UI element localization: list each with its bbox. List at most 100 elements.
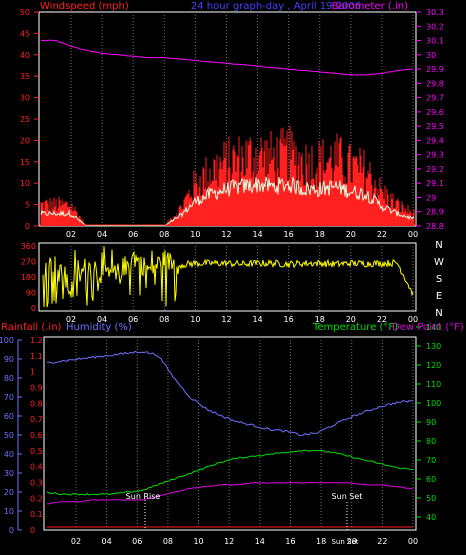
- x-tick-label: 16: [284, 230, 294, 239]
- x-tick-label: 10: [193, 537, 203, 546]
- temperature-line: [46, 449, 414, 496]
- rain-tick-label: 0.6: [30, 431, 43, 440]
- baro-tick-label: 29.7: [426, 94, 444, 103]
- direction-tick-label: 180: [21, 273, 36, 282]
- humidity-tick-label: 80: [4, 374, 14, 383]
- temp-tick-label: 90: [426, 418, 436, 427]
- wind-tick-label: 5: [25, 201, 30, 210]
- rain-axis-ticks: 0 0.1 0.2 0.3 0.4 0.5 0.6 0.7 0.8 0.9 1 1.1 1.2: [30, 336, 43, 535]
- humidity-series: [47, 350, 414, 437]
- rain-tick-label: 0.3: [30, 479, 43, 488]
- humidity-tick-label: 0: [9, 526, 14, 535]
- compass-s-label: S: [436, 274, 442, 285]
- temp-axis-ticks: 40 50 60 70 80 90 100 110 120 130 140: [416, 323, 441, 522]
- humidity-tick-label: 70: [4, 393, 14, 402]
- baro-tick-label: 30.2: [426, 22, 444, 31]
- x-tick-label: 18: [315, 315, 325, 324]
- temperature-series: [46, 449, 414, 496]
- humidity-tick-label: 20: [4, 488, 14, 497]
- baro-series: [40, 39, 414, 76]
- x-tick-label: 14: [252, 315, 262, 324]
- sunset-axis-label: Sun Set: [331, 538, 358, 546]
- wind-baro-x-ticks: 02 04 06 08 10 12 14 16 18 20 22 00: [66, 230, 418, 239]
- wind-tick-label: 45: [20, 29, 30, 38]
- rain-tick-label: 0.8: [30, 399, 43, 408]
- rain-tick-label: 0.1: [30, 510, 43, 519]
- humidity-tick-label: 50: [4, 431, 14, 440]
- direction-tick-label: 90: [26, 289, 36, 298]
- wind-tick-label: 25: [20, 115, 30, 124]
- x-tick-label: 22: [377, 315, 387, 324]
- x-tick-label: 02: [66, 315, 76, 324]
- x-tick-label: 06: [128, 315, 138, 324]
- wind-axis-label: Windspeed (mph): [40, 1, 129, 12]
- temp-tick-label: 60: [426, 475, 436, 484]
- x-tick-label: 00: [408, 315, 418, 324]
- compass-w-label: W: [434, 257, 444, 268]
- temp-tick-label: 50: [426, 494, 436, 503]
- temp-tick-label: 120: [426, 361, 441, 370]
- dewpoint-series: [46, 481, 414, 505]
- temp-axis-label: Temperature (°F): [312, 322, 398, 333]
- x-tick-label: 12: [221, 230, 231, 239]
- humidity-tick-label: 10: [4, 507, 14, 516]
- wind-tick-label: 20: [20, 136, 30, 145]
- temp-tick-label: 100: [426, 399, 441, 408]
- baro-tick-label: 29.4: [426, 136, 444, 145]
- baro-tick-label: 29.1: [426, 179, 444, 188]
- humidity-tick-label: 90: [4, 355, 14, 364]
- x-tick-label: 16: [285, 537, 295, 546]
- wind-axis-ticks: 0 5 10 15 20 25 30 35 40 45 50: [20, 8, 39, 231]
- x-tick-label: 06: [128, 230, 138, 239]
- direction-axis-ticks: 0 90 180 270 360: [21, 242, 36, 313]
- wind-tick-label: 15: [20, 158, 30, 167]
- sunset-label: Sun Set: [332, 492, 363, 501]
- temp-humidity-panel: 0 0.1 0.2 0.3 0.4 0.5 0.6 0.7 0.8 0.9 1 1.1 1.2 0 10 2…: [0, 322, 464, 546]
- x-tick-label: 04: [102, 537, 112, 546]
- x-tick-label: 00: [408, 537, 418, 546]
- humidity-line: [47, 350, 414, 437]
- baro-tick-label: 29.6: [426, 108, 444, 117]
- baro-tick-label: 29.5: [426, 122, 444, 131]
- x-tick-label: 08: [159, 315, 169, 324]
- rain-tick-label: 1.1: [30, 352, 43, 361]
- dewpoint-line: [46, 481, 414, 505]
- direction-series: [42, 246, 414, 308]
- x-tick-label: 02: [66, 230, 76, 239]
- baro-tick-label: 28.8: [426, 222, 444, 231]
- compass-n-label: N: [435, 308, 442, 319]
- x-tick-label: 18: [316, 537, 326, 546]
- temp-tick-label: 130: [426, 342, 441, 351]
- humidity-tick-label: 60: [4, 412, 14, 421]
- temp-tick-label: 70: [426, 456, 436, 465]
- baro-tick-label: 29.3: [426, 151, 444, 160]
- x-tick-label: 20: [347, 537, 357, 546]
- x-tick-label: 20: [346, 230, 356, 239]
- direction-line: [42, 246, 414, 308]
- rain-tick-label: 1.2: [30, 336, 43, 345]
- x-tick-label: 22: [377, 230, 387, 239]
- chart-title: 24 hour graph-day , April 19 2006: [191, 1, 361, 12]
- temp-grid: [75, 337, 414, 530]
- direction-tick-label: 360: [21, 242, 36, 251]
- wind-tick-label: 35: [20, 72, 30, 81]
- rain-axis-label: Rainfall (.in): [1, 322, 62, 333]
- baro-tick-label: 29: [426, 193, 436, 202]
- baro-axis-ticks: 28.8 28.9 29 29.1 29.2 29.3 29.4 29.5 29.6 29.7 29…: [416, 8, 444, 231]
- rain-tick-label: 0.2: [30, 494, 43, 503]
- compass-e-label: E: [436, 291, 442, 302]
- x-tick-label: 10: [190, 315, 200, 324]
- wind-average-line: [40, 176, 415, 227]
- baro-axis-label: Barometer (.in): [332, 1, 408, 12]
- rain-tick-label: 1: [30, 368, 35, 377]
- temp-frame: [43, 336, 417, 531]
- rain-tick-label: 0: [30, 526, 35, 535]
- compass-n-label: N: [435, 240, 442, 251]
- x-tick-label: 06: [132, 537, 142, 546]
- x-tick-label: 14: [252, 230, 262, 239]
- rain-tick-label: 0.4: [30, 463, 43, 472]
- x-tick-label: 18: [315, 230, 325, 239]
